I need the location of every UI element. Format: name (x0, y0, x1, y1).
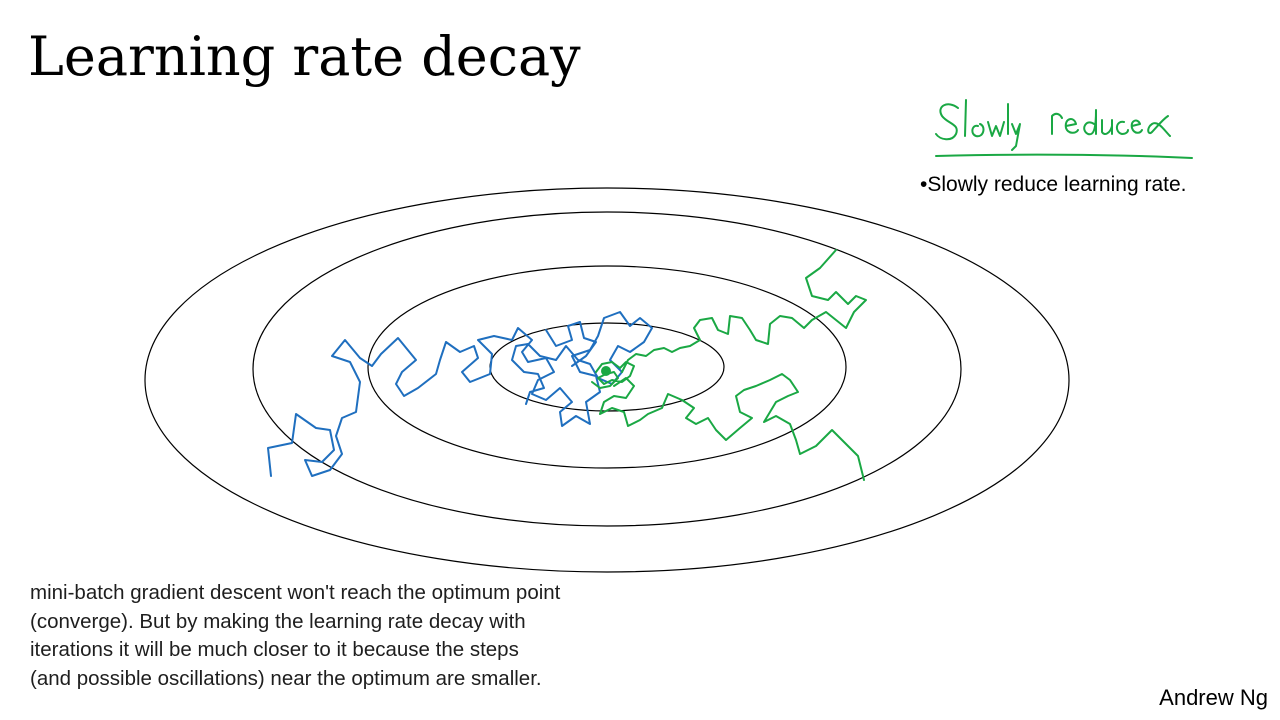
contour-lines (144, 187, 1070, 573)
note-line-2: (converge). But by making the learning r… (30, 609, 526, 633)
note-line-3: iterations it will be much closer to it … (30, 638, 519, 661)
optimum-point (601, 366, 611, 376)
path-decaying-rate (591, 249, 867, 481)
slide-title: Learning rate decay (28, 25, 581, 88)
path-constant-rate (267, 311, 653, 477)
note-line-1: mini-batch gradient descent won't reach … (30, 581, 561, 604)
contour-third (367, 265, 847, 469)
author-credit: Andrew Ng (1159, 685, 1268, 710)
note-line-4: (and possible oscillations) near the opt… (30, 666, 542, 690)
contour-second (252, 211, 962, 527)
bullet-point: •Slowly reduce learning rate. (920, 173, 1187, 196)
explanation-note: mini-batch gradient descent won't reach … (30, 579, 670, 693)
contour-outer (144, 187, 1070, 573)
handwritten-note (935, 99, 1193, 159)
